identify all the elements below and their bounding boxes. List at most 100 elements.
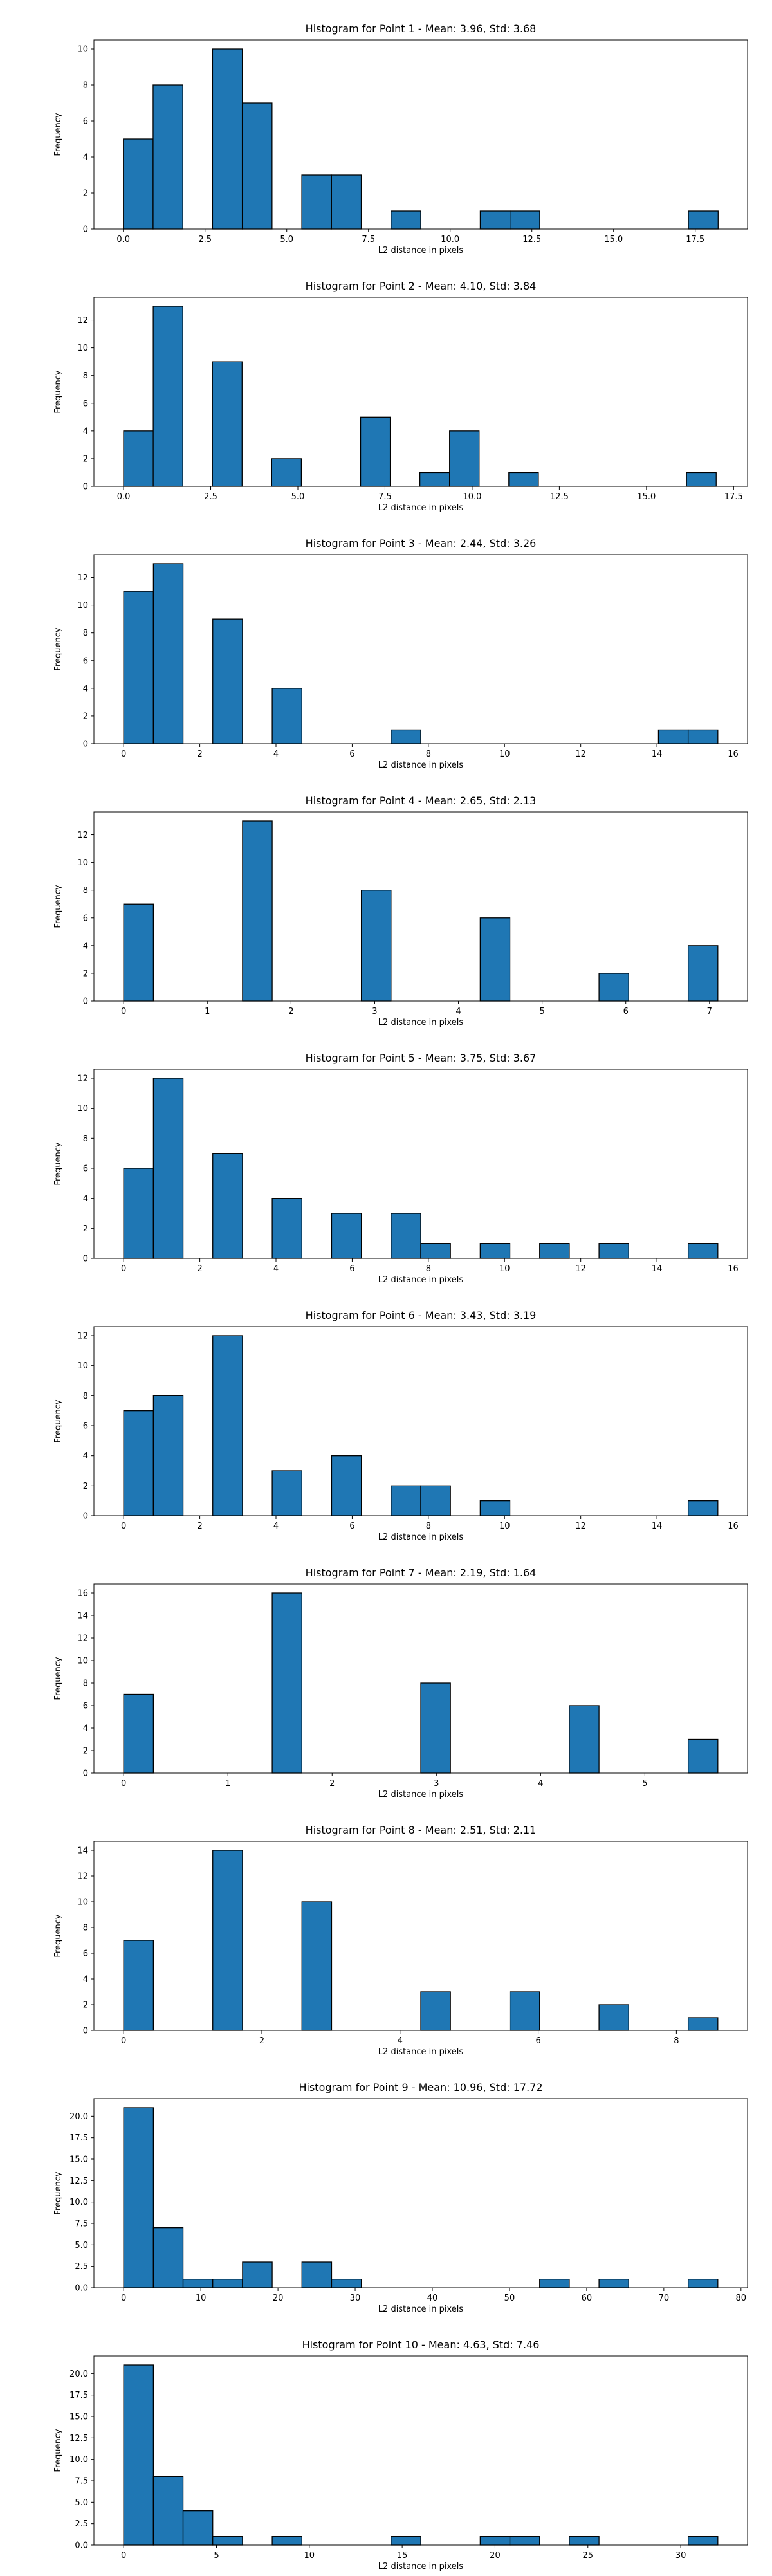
x-axis-label: L2 distance in pixels [378,1532,464,1542]
histogram-bar [449,430,480,487]
y-tick-label: 2 [83,1747,88,1756]
x-tick-label: 40 [427,2294,438,2303]
x-tick-label: 20 [273,2294,284,2303]
x-tick-label: 0 [121,1007,126,1017]
y-tick-label: 4 [83,941,88,951]
x-tick-label: 4 [273,750,279,759]
y-tick-label: 4 [83,1451,88,1461]
y-tick-label: 2 [83,2001,88,2010]
y-tick-label: 14 [77,1612,88,1621]
y-tick-label: 8 [83,1134,88,1144]
histogram-bar [598,973,629,1002]
y-tick-label: 8 [83,1392,88,1401]
y-tick-label: 6 [83,656,88,666]
histogram-bar [687,1243,719,1259]
histogram-bar [419,472,450,487]
x-tick-label: 8 [426,1522,431,1531]
y-tick-label: 12 [77,831,88,840]
y-tick-label: 10 [77,45,88,55]
x-tick-label: 6 [623,1007,629,1017]
y-axis-label: Frequency [53,627,63,670]
histogram-bar [479,1243,511,1259]
histogram-bar [331,1455,362,1516]
histogram-chart-10: Histogram for Point 10 - Mean: 4.63, Std… [53,2339,748,2571]
y-tick-label: 8 [83,629,88,638]
y-axis-label: Frequency [53,370,63,413]
y-tick-label: 10 [77,344,88,353]
x-tick-label: 5.0 [280,235,293,244]
x-tick-label: 0.0 [117,492,131,502]
y-tick-label: 2 [83,1482,88,1491]
x-tick-label: 8 [426,750,431,759]
y-tick-label: 0 [83,483,88,492]
plot-area-frame [93,1069,748,1259]
histogram-bar [242,2261,273,2288]
histogram-bar [182,2279,214,2288]
y-tick-label: 17.5 [69,2133,88,2143]
histogram-bar [271,1592,302,1774]
y-tick-label: 10 [77,1361,88,1371]
histogram-bar [212,361,243,487]
x-tick-label: 0 [121,2294,126,2303]
y-tick-label: 10 [77,1898,88,1908]
y-axis-label: Frequency [53,2429,63,2472]
y-tick-label: 0.0 [75,2541,88,2551]
x-axis-label: L2 distance in pixels [378,1275,464,1285]
histogram-panel-10: Histogram for Point 10 - Mean: 4.63, Std… [0,2316,772,2573]
x-tick-label: 60 [582,2294,593,2303]
histogram-bar [212,2279,243,2288]
x-tick-label: 0 [121,1522,126,1531]
histogram-bar [271,1198,302,1259]
y-tick-label: 12 [77,316,88,326]
y-tick-label: 6 [83,914,88,923]
y-tick-label: 2 [83,712,88,721]
histogram-bar [301,174,332,230]
histogram-bar [420,1485,451,1516]
chart-title: Histogram for Point 8 - Mean: 2.51, Std:… [306,1824,537,1836]
x-tick-label: 0 [121,2036,126,2046]
x-tick-label: 4 [273,1522,279,1531]
histogram-bar [569,2536,600,2546]
histogram-bar [212,618,243,744]
x-tick-label: 4 [538,1779,543,1789]
histogram-bar [479,210,511,230]
histogram-bar [509,1991,540,2031]
x-axis-label: L2 distance in pixels [378,1018,464,1027]
x-tick-label: 1 [205,1007,210,1017]
x-tick-label: 4 [455,1007,461,1017]
y-tick-label: 20.0 [69,2369,88,2379]
x-tick-label: 6 [349,1264,354,1274]
histogram-bar [687,945,719,1002]
x-tick-label: 10.0 [441,235,459,244]
x-tick-label: 12.5 [522,235,541,244]
x-axis-label: L2 distance in pixels [378,246,464,255]
y-tick-label: 0 [83,1769,88,1779]
y-axis-label: Frequency [53,885,63,928]
y-tick-label: 7.5 [75,2220,88,2229]
histogram-chart-1: Histogram for Point 1 - Mean: 3.96, Std:… [53,23,748,255]
y-tick-label: 6 [83,117,88,127]
y-tick-label: 6 [83,399,88,409]
y-tick-label: 8 [83,371,88,381]
y-tick-label: 10 [77,1657,88,1666]
x-tick-label: 10 [304,2551,315,2561]
x-tick-label: 3 [434,1779,439,1789]
y-tick-label: 12 [77,1872,88,1882]
histogram-chart-4: Histogram for Point 4 - Mean: 2.65, Std:… [53,795,748,1027]
y-tick-label: 5.0 [75,2498,88,2508]
chart-title: Histogram for Point 10 - Mean: 4.63, Std… [302,2339,540,2351]
histogram-panel-9: Histogram for Point 9 - Mean: 10.96, Std… [0,2059,772,2316]
x-tick-label: 0 [121,750,126,759]
y-tick-label: 4 [83,684,88,694]
x-tick-label: 10 [499,750,510,759]
x-tick-label: 20 [490,2551,501,2561]
x-tick-label: 0 [121,2551,126,2561]
x-tick-label: 10 [499,1522,510,1531]
y-tick-label: 4 [83,1194,88,1204]
y-tick-label: 8 [83,1679,88,1689]
x-tick-label: 2 [288,1007,293,1017]
y-tick-label: 0 [83,1512,88,1522]
y-tick-label: 4 [83,1975,88,1985]
x-tick-label: 30 [350,2294,361,2303]
